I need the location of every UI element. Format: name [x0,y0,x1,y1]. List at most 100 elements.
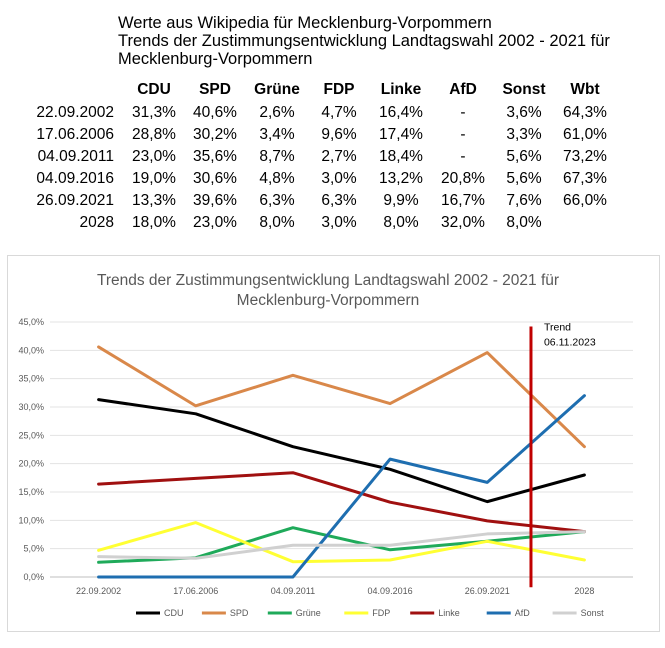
trend-marker-label: Trend [544,322,571,334]
y-tick-label: 5,0% [23,544,44,554]
table-cell: 18,4% [379,148,423,165]
table-row-date: 04.09.2016 [36,170,114,187]
series-line-spd [97,345,586,449]
trend-marker-date: 06.11.2023 [544,337,596,349]
table-cell: 4,7% [321,104,357,121]
table-cell: 40,6% [193,104,237,121]
legend-label: Sonst [581,608,605,618]
table-cell: 13,3% [132,192,176,209]
table-cell: 73,2% [563,148,607,165]
table-row: 2028 18,0% 23,0% 8,0% 3,0% 8,0% 32,0% 8,0% [20,212,616,234]
table-cell: 8,7% [259,148,295,165]
table-cell: 13,2% [379,170,423,187]
table-cell: 2,6% [259,104,295,121]
series-line-linke [97,471,586,534]
legend-label: Grüne [296,608,321,618]
y-tick-label: 20,0% [18,459,44,469]
table-cell: 64,3% [563,104,607,121]
y-tick-label: 25,0% [18,430,44,440]
table-row-date: 04.09.2011 [37,148,114,165]
table-row: 04.09.2016 19,0% 30,6% 4,8% 3,0% 13,2% 20,8% 5,… [20,168,616,190]
table-header-row: CDU SPD Grüne FDP Linke AfD Sonst Wbt [20,78,616,102]
legend-label: AfD [515,608,531,618]
x-tick-label: 17.06.2006 [173,586,218,596]
header-line-1: Werte aus Wikipedia für Mecklenburg-Vorp… [118,14,492,32]
table-cell: 30,2% [193,126,237,143]
y-tick-label: 35,0% [18,374,44,384]
legend-label: CDU [164,608,184,618]
results-table-container: CDU SPD Grüne FDP Linke AfD Sonst Wbt 22.09.200… [20,78,616,234]
table-cell: 2,7% [321,148,357,165]
table-cell: 8,0% [383,214,419,231]
table-row: 04.09.2011 23,0% 35,6% 8,7% 2,7% 18,4% - 5,6% 73… [20,146,616,168]
table-cell: 8,0% [506,214,542,231]
x-tick-label: 2028 [574,586,594,596]
table-cell: 31,3% [132,104,176,121]
header-line-2: Trends der Zustimmungsentwicklung Landta… [118,32,610,50]
legend-label: SPD [230,608,249,618]
series-line-fdp [97,521,586,564]
table-cell: 19,0% [132,170,176,187]
table-row: 17.06.2006 28,8% 30,2% 3,4% 9,6% 17,4% - 3,3% 61… [20,124,616,146]
table-cell: 3,4% [259,126,295,143]
table-column-header: Sonst [502,81,546,98]
table-column-header: CDU [137,81,171,98]
y-tick-label: 30,0% [18,402,44,412]
legend-label: FDP [372,608,390,618]
series-line-sonst [97,530,586,560]
y-tick-label: 15,0% [18,487,44,497]
table-cell: 30,6% [193,170,237,187]
chart-container: Trends der Zustimmungsentwicklung Landta… [7,255,660,632]
header-text: Werte aus Wikipedia für Mecklenburg-Vorp… [118,14,610,68]
series-line-afd [97,394,586,579]
table-cell: 8,0% [259,214,295,231]
y-tick-label: 10,0% [18,515,44,525]
table-cell: 28,8% [132,126,176,143]
table-cell: 5,6% [506,170,542,187]
table-column-header: Grüne [254,81,300,98]
legend-label: Linke [438,608,460,618]
table-cell: 32,0% [441,214,485,231]
table-cell: 3,6% [506,104,542,121]
table-cell: 39,6% [193,192,237,209]
table-column-header: FDP [323,81,355,98]
table-cell: 18,0% [132,214,176,231]
table-cell: 6,3% [259,192,295,209]
x-tick-label: 04.09.2011 [271,586,315,596]
chart-title-line-2: Mecklenburg-Vorpommern [237,292,420,309]
table-cell: 3,3% [506,126,542,143]
table-header-blank [20,78,124,102]
table-cell: 9,6% [321,126,357,143]
table-cell: 4,8% [259,170,295,187]
y-tick-label: 40,0% [18,345,44,355]
table-cell: 66,0% [563,192,607,209]
table-cell: 9,9% [383,192,419,209]
table-cell: 20,8% [441,170,485,187]
x-tick-label: 22.09.2002 [76,586,121,596]
table-row: 22.09.2002 31,3% 40,6% 2,6% 4,7% 16,4% - 3,6% 64… [20,102,616,124]
table-cell [554,212,616,234]
table-cell: 23,0% [193,214,237,231]
table-cell: 3,0% [321,170,357,187]
table-cell: 23,0% [132,148,176,165]
x-tick-label: 04.09.2016 [368,586,413,596]
y-tick-label: 0,0% [23,572,44,582]
chart-title-line-1: Trends der Zustimmungsentwicklung Landta… [97,272,559,289]
table-cell: - [460,148,466,165]
table-row-date: 26.09.2021 [36,192,114,209]
table-cell: 5,6% [506,148,542,165]
table-row-date: 22.09.2002 [36,104,114,121]
results-table: CDU SPD Grüne FDP Linke AfD Sonst Wbt 22.09.200… [20,78,616,234]
table-column-header: Wbt [570,81,600,98]
table-row: 26.09.2021 13,3% 39,6% 6,3% 6,3% 9,9% 16,7% 7,6… [20,190,616,212]
table-body: 22.09.2002 31,3% 40,6% 2,6% 4,7% 16,4% - 3,6% 64… [20,102,616,234]
table-column-header: SPD [199,81,231,98]
table-cell: - [460,126,466,143]
table-cell: 17,4% [379,126,423,143]
table-row-date: 17.06.2006 [36,126,114,143]
table-cell: 16,7% [441,192,485,209]
table-cell: - [460,104,466,121]
table-cell: 35,6% [193,148,237,165]
table-cell: 67,3% [563,170,607,187]
table-column-header: AfD [449,81,477,98]
